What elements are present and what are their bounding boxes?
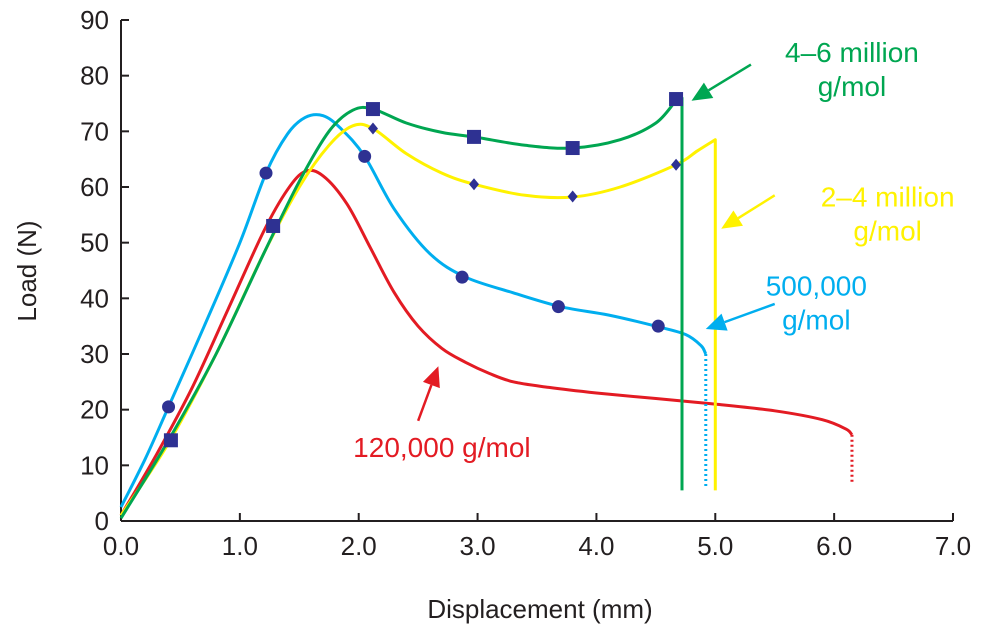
y-tick-label: 70 bbox=[80, 116, 109, 146]
y-tick-label: 40 bbox=[80, 283, 109, 313]
series-label-4-6-million-g-mol: g/mol bbox=[818, 71, 886, 102]
annotation-arrow-line-2-4-million-g-mol bbox=[737, 194, 776, 220]
annotation-arrow-line-120-000-g-mol bbox=[416, 384, 433, 422]
series-label-2-4-million-g-mol: 2–4 million bbox=[821, 181, 955, 212]
annotation-arrow-line-4-6-million-g-mol bbox=[707, 63, 752, 92]
x-tick-label: 1.0 bbox=[222, 531, 258, 561]
y-tick-label: 50 bbox=[80, 228, 109, 258]
series-label-500-000-g-mol: 500,000 bbox=[766, 271, 867, 302]
y-tick-label: 80 bbox=[80, 61, 109, 91]
data-point-square bbox=[266, 218, 281, 233]
x-axis-title: Displacement (mm) bbox=[427, 594, 652, 624]
data-point-diamond bbox=[469, 178, 480, 191]
annotation-arrow-head-4-6-million-g-mol bbox=[691, 82, 714, 101]
data-point-circle bbox=[455, 270, 469, 284]
x-tick-label: 5.0 bbox=[697, 531, 733, 561]
series-line-500-000-g-mol bbox=[119, 113, 708, 508]
x-tick-label: 6.0 bbox=[816, 531, 852, 561]
y-tick-label: 10 bbox=[80, 450, 109, 480]
data-point-circle bbox=[162, 400, 176, 414]
series-line-4-6-million-g-mol bbox=[119, 96, 684, 519]
data-point-circle bbox=[551, 300, 565, 314]
data-point-square bbox=[467, 129, 482, 144]
series-layer bbox=[119, 96, 854, 519]
data-point-square bbox=[365, 102, 380, 117]
data-point-diamond bbox=[367, 122, 378, 135]
series-label-500-000-g-mol: g/mol bbox=[782, 305, 850, 336]
data-point-circle bbox=[651, 319, 665, 333]
y-tick-label: 20 bbox=[80, 395, 109, 425]
data-point-circle bbox=[358, 149, 372, 163]
annotation-arrow-head-2-4-million-g-mol bbox=[721, 210, 743, 229]
annotation-arrow-head-120-000-g-mol bbox=[422, 366, 440, 389]
y-tick-label: 30 bbox=[80, 339, 109, 369]
data-point-circle bbox=[259, 166, 273, 180]
y-tick-label: 0 bbox=[95, 506, 109, 536]
y-axis: 0 10 20 30 40 50 60 70 80 90 bbox=[80, 5, 129, 536]
data-point-diamond bbox=[567, 190, 578, 203]
x-tick-label: 3.0 bbox=[459, 531, 495, 561]
x-tick-label: 2.0 bbox=[341, 531, 377, 561]
y-tick-label: 60 bbox=[80, 172, 109, 202]
marker-layer bbox=[162, 92, 684, 448]
x-tick-label: 7.0 bbox=[935, 531, 971, 561]
data-point-square bbox=[163, 433, 178, 448]
x-tick-label: 0.0 bbox=[103, 531, 139, 561]
data-point-diamond bbox=[671, 158, 682, 171]
annotation-arrow-line-500-000-g-mol bbox=[724, 302, 776, 324]
series-label-2-4-million-g-mol: g/mol bbox=[853, 215, 921, 246]
series-label-120-000-g-mol: 120,000 g/mol bbox=[353, 432, 530, 463]
x-tick-label: 4.0 bbox=[578, 531, 614, 561]
series-line-120-000-g-mol bbox=[119, 168, 854, 517]
data-point-square bbox=[565, 141, 580, 156]
y-tick-label: 90 bbox=[80, 5, 109, 35]
series-label-4-6-million-g-mol: 4–6 million bbox=[785, 37, 919, 68]
annotation-arrow-head-500-000-g-mol bbox=[705, 313, 728, 331]
data-point-square bbox=[669, 92, 684, 107]
x-axis: 0.0 1.0 2.0 3.0 4.0 5.0 6.0 7.0 bbox=[103, 513, 971, 561]
y-axis-title: Load (N) bbox=[12, 220, 42, 321]
